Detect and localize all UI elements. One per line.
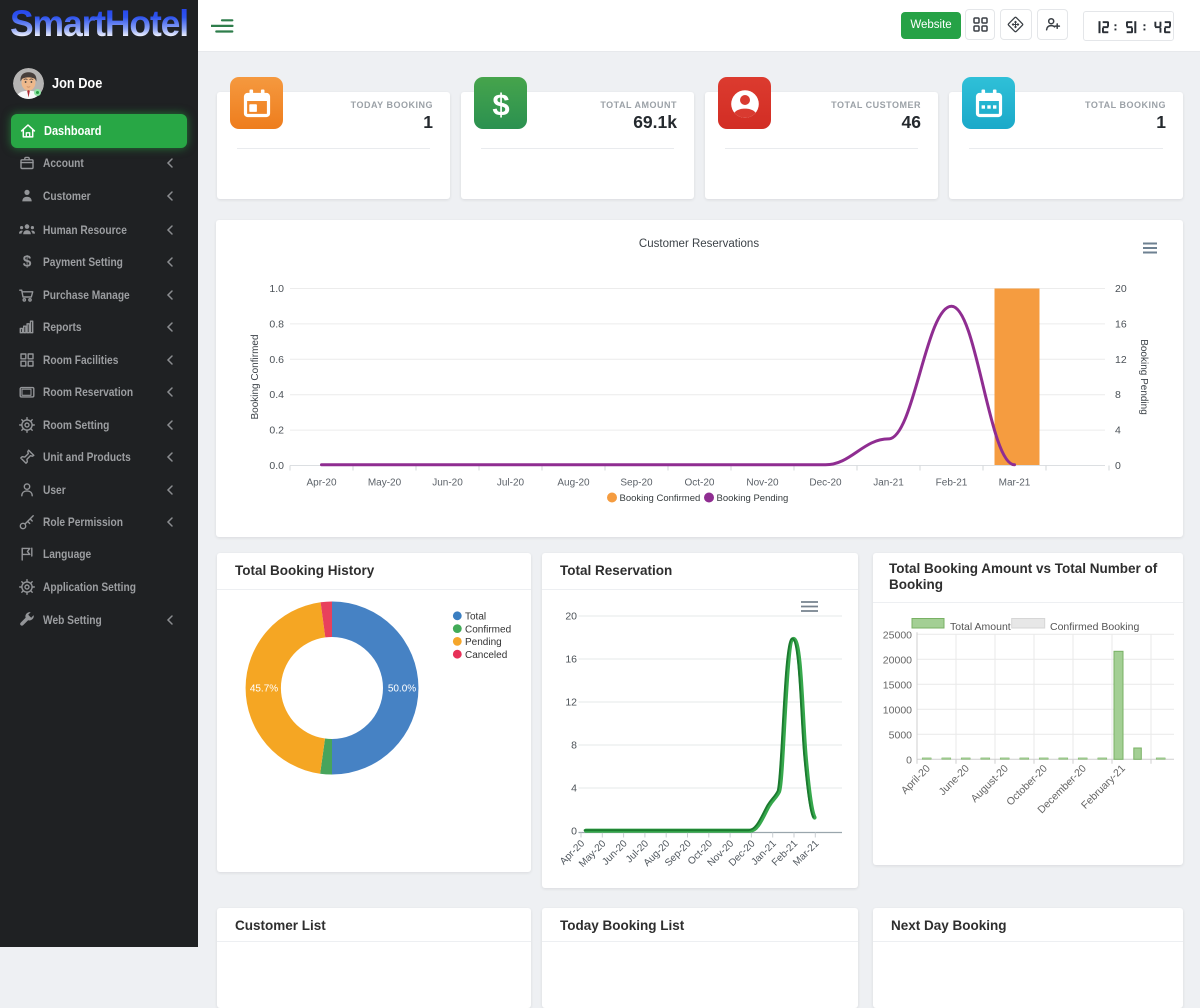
svg-text:Booking Confirmed: Booking Confirmed [620,493,701,504]
svg-text:Booking Pending: Booking Pending [1138,339,1149,415]
svg-text:0.2: 0.2 [269,425,284,437]
svg-text:Oct-20: Oct-20 [684,478,714,489]
svg-text:0.4: 0.4 [269,389,284,401]
svg-text:Apr-20: Apr-20 [306,478,336,489]
svg-text:$: $ [492,87,509,122]
svg-text:10000: 10000 [883,704,912,716]
svg-text:0.0: 0.0 [269,460,284,472]
svg-text:50.0%: 50.0% [388,684,416,695]
svg-text:25000: 25000 [883,629,912,641]
svg-text:Confirmed: Confirmed [465,624,511,635]
svg-text:0.8: 0.8 [269,318,284,330]
svg-text:Canceled: Canceled [465,650,507,661]
svg-text:12: 12 [565,697,577,709]
svg-text:20: 20 [1115,283,1127,295]
svg-text:Total Amount: Total Amount [950,621,1011,633]
svg-text:Dec-20: Dec-20 [809,478,842,489]
svg-text:Feb-21: Feb-21 [936,478,968,489]
svg-text:$: $ [23,254,32,271]
svg-text:Jun-20: Jun-20 [432,478,463,489]
svg-text:0: 0 [571,826,577,838]
svg-text:Aug-20: Aug-20 [557,478,590,489]
svg-text:Booking Confirmed: Booking Confirmed [250,334,261,419]
svg-text:Total: Total [465,612,486,623]
svg-text:20: 20 [565,611,577,623]
svg-text:Jul-20: Jul-20 [497,478,525,489]
svg-text:Nov-20: Nov-20 [746,478,779,489]
svg-text:8: 8 [1115,389,1121,401]
svg-text:Sep-20: Sep-20 [620,478,653,489]
svg-text:Customer Reservations: Customer Reservations [639,238,759,250]
svg-text:20000: 20000 [883,654,912,666]
svg-text:May-20: May-20 [368,478,402,489]
svg-text:1.0: 1.0 [269,283,284,295]
svg-text:Confirmed Booking: Confirmed Booking [1050,621,1139,633]
svg-text:8: 8 [571,740,577,752]
svg-text:April-20: April-20 [899,763,933,797]
svg-text:4: 4 [1115,425,1121,437]
svg-text:4: 4 [571,783,577,795]
svg-text:15000: 15000 [883,679,912,691]
svg-text:Jan-21: Jan-21 [873,478,904,489]
svg-text:16: 16 [1115,318,1127,330]
svg-text:0: 0 [1115,460,1121,472]
svg-text:5000: 5000 [889,729,913,741]
svg-text:12: 12 [1115,354,1127,366]
svg-text:16: 16 [565,654,577,666]
svg-text:0: 0 [906,754,912,766]
svg-text:Booking Pending: Booking Pending [717,493,789,504]
svg-text:Mar-21: Mar-21 [999,478,1031,489]
svg-text:June-20: June-20 [937,763,972,798]
svg-text:0.6: 0.6 [269,354,284,366]
svg-text:Pending: Pending [465,637,502,648]
svg-text:45.7%: 45.7% [250,684,278,695]
